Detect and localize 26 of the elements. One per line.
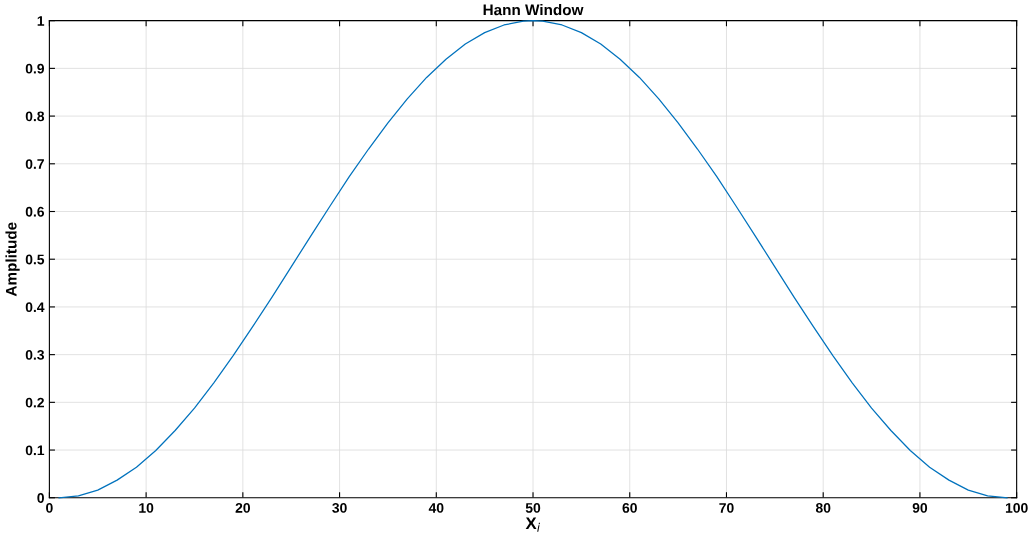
y-tick-label: 0.6 <box>25 206 45 217</box>
y-axis-title: Amplitude <box>5 222 20 297</box>
x-tick-label: 0 <box>46 502 53 513</box>
line-series <box>58 20 1008 499</box>
x-tick-label: 100 <box>1005 502 1028 513</box>
y-tick-label: 0.2 <box>25 397 44 408</box>
y-tick-label: 0.8 <box>25 111 45 122</box>
chart-title: Hann Window <box>483 4 584 16</box>
y-tick-label: 0.3 <box>25 349 45 360</box>
x-tick-label: 10 <box>139 502 154 513</box>
y-tick-label: 0.9 <box>25 63 45 74</box>
x-axis-title: X$_{i}$ <box>525 517 540 532</box>
x-tick-label: 30 <box>332 502 347 513</box>
x-tick-label: 60 <box>622 502 637 513</box>
y-tick-label: 0.4 <box>25 302 45 313</box>
x-tick-label: 20 <box>235 502 250 513</box>
y-tick-label: 0 <box>37 493 44 503</box>
y-tick-label: 0.5 <box>25 254 45 265</box>
x-tick-label: 40 <box>428 502 444 513</box>
x-tick-label: 50 <box>525 502 541 513</box>
y-tick-label: 0.1 <box>25 445 45 456</box>
x-tick-label: 70 <box>719 502 734 513</box>
y-tick-label: 0.7 <box>25 159 44 169</box>
x-tick-label: 80 <box>815 502 831 513</box>
x-tick-label: 90 <box>912 502 928 513</box>
y-tick-label: 1 <box>37 16 45 26</box>
